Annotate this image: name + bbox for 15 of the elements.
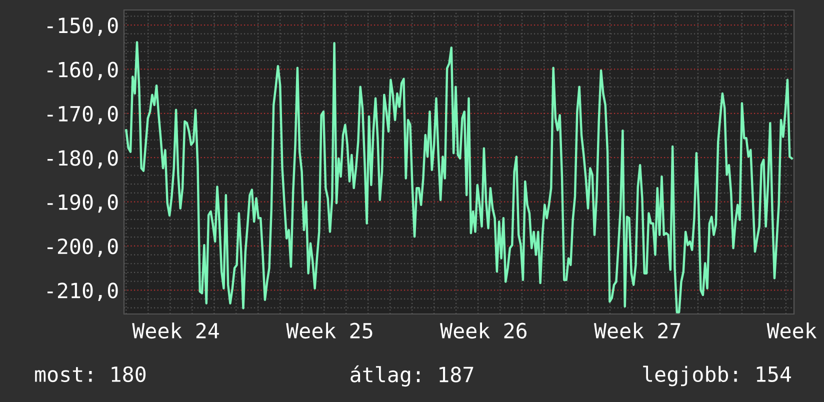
y-tick-label: -180,0	[48, 150, 118, 168]
x-tick-label: Week 27	[594, 322, 680, 339]
x-tick-label: Week 26	[440, 322, 526, 339]
x-tick-label: Week 24	[132, 322, 219, 339]
y-tick-label: -190,0	[48, 194, 118, 213]
y-tick-label: -150,0	[48, 18, 118, 36]
y-tick-label: -200,0	[48, 238, 118, 257]
y-tick-label: -210,0	[48, 282, 118, 302]
x-tick-label: Week 25	[286, 322, 372, 339]
x-tick-label: Week	[766, 322, 817, 339]
text: legjobb: 154	[643, 366, 792, 386]
text: átlag: 187	[350, 365, 474, 387]
y-tick-label: -160,0	[48, 62, 118, 80]
y-tick-label: -170,0	[48, 106, 118, 124]
text: most: 180	[35, 366, 146, 382]
